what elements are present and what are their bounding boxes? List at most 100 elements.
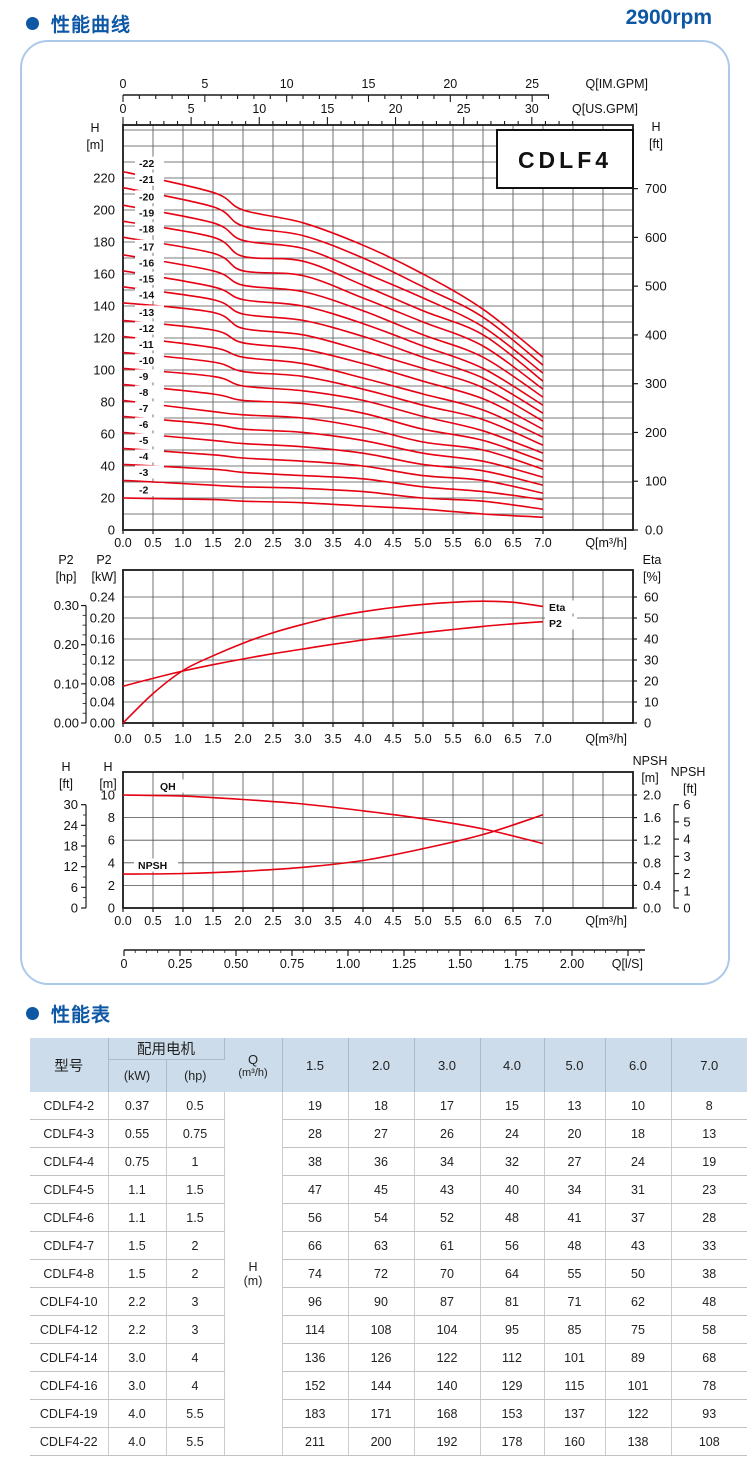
svg-text:20: 20 bbox=[101, 491, 115, 506]
svg-text:6.0: 6.0 bbox=[474, 732, 491, 746]
svg-text:1.25: 1.25 bbox=[392, 957, 416, 971]
svg-text:-3: -3 bbox=[139, 467, 148, 479]
svg-text:4.0: 4.0 bbox=[354, 536, 371, 550]
svg-text:7.0: 7.0 bbox=[534, 732, 551, 746]
curve-eta bbox=[122, 600, 544, 724]
curve--4 bbox=[122, 463, 544, 501]
kw-cell: 3.0 bbox=[108, 1343, 167, 1372]
head-value-cell: 192 bbox=[414, 1427, 481, 1456]
chart-title: CDLF4 bbox=[518, 147, 612, 173]
svg-text:0.4: 0.4 bbox=[643, 878, 661, 893]
curve-section-title: 性能曲线 bbox=[51, 15, 132, 36]
svg-text:1.2: 1.2 bbox=[643, 833, 661, 848]
head-value-cell: 55 bbox=[544, 1259, 606, 1288]
svg-text:1.5: 1.5 bbox=[204, 536, 221, 550]
head-value-cell: 40 bbox=[480, 1175, 545, 1204]
svg-text:0.0: 0.0 bbox=[114, 536, 131, 550]
svg-text:-8: -8 bbox=[139, 387, 148, 399]
col-flow-header: 3.0 bbox=[414, 1038, 481, 1092]
svg-text:0.5: 0.5 bbox=[144, 732, 161, 746]
svg-text:-10: -10 bbox=[139, 355, 154, 367]
hq-main-chart: 0 5 10 15 20 25 Q[IM.GPM]0 5 10 15 20 25 30 Q[US.GPM]… bbox=[86, 77, 666, 550]
svg-text:300: 300 bbox=[645, 376, 667, 391]
svg-text:25: 25 bbox=[457, 102, 471, 116]
svg-text:P2: P2 bbox=[96, 553, 111, 567]
head-value-cell: 19 bbox=[282, 1092, 349, 1120]
table-row: CDLF4-6 1.1 1.5 56 54 52 48 41 37 28 bbox=[30, 1203, 747, 1232]
hp-cell: 0.75 bbox=[166, 1119, 225, 1148]
table-row: CDLF4-4 0.75 1 38 36 34 32 27 24 19 bbox=[30, 1147, 747, 1176]
head-value-cell: 18 bbox=[605, 1119, 672, 1148]
head-value-cell: 33 bbox=[671, 1231, 747, 1260]
hp-cell: 5.5 bbox=[166, 1427, 225, 1456]
svg-text:1: 1 bbox=[683, 883, 690, 898]
svg-text:15: 15 bbox=[320, 102, 334, 116]
svg-text:QH: QH bbox=[160, 781, 176, 793]
head-value-cell: 96 bbox=[282, 1287, 349, 1316]
head-value-cell: 71 bbox=[544, 1287, 606, 1316]
head-value-cell: 28 bbox=[671, 1203, 747, 1232]
svg-text:3.0: 3.0 bbox=[294, 536, 311, 550]
svg-text:P2: P2 bbox=[549, 618, 562, 630]
svg-text:[m]: [m] bbox=[99, 777, 116, 791]
kw-cell: 0.37 bbox=[108, 1092, 167, 1120]
table-row: CDLF4-7 1.5 2 66 63 61 56 48 43 33 bbox=[30, 1231, 747, 1260]
svg-text:P2: P2 bbox=[58, 553, 73, 567]
curve-qh bbox=[122, 794, 544, 845]
svg-text:1.0: 1.0 bbox=[174, 536, 191, 550]
head-value-cell: 144 bbox=[348, 1371, 415, 1400]
hp-cell: 5.5 bbox=[166, 1399, 225, 1428]
head-value-cell: 101 bbox=[544, 1343, 606, 1372]
table-row: CDLF4-3 0.55 0.75 28 27 26 24 20 18 13 bbox=[30, 1119, 747, 1148]
svg-text:4: 4 bbox=[108, 855, 115, 870]
head-value-cell: 81 bbox=[480, 1287, 545, 1316]
svg-text:0: 0 bbox=[120, 102, 127, 116]
table-section-header: 性能表 bbox=[26, 1000, 111, 1027]
head-value-cell: 70 bbox=[414, 1259, 481, 1288]
svg-text:220: 220 bbox=[93, 171, 115, 186]
head-value-cell: 112 bbox=[480, 1343, 545, 1372]
svg-text:24: 24 bbox=[64, 818, 78, 833]
head-value-cell: 31 bbox=[605, 1175, 672, 1204]
svg-text:3.5: 3.5 bbox=[324, 732, 341, 746]
svg-text:3.0: 3.0 bbox=[294, 914, 311, 928]
svg-text:-11: -11 bbox=[139, 339, 154, 351]
svg-text:1.75: 1.75 bbox=[504, 957, 528, 971]
model-cell: CDLF4-6 bbox=[30, 1203, 109, 1232]
curve--20 bbox=[122, 204, 544, 374]
svg-text:6: 6 bbox=[108, 833, 115, 848]
svg-text:0.8: 0.8 bbox=[643, 855, 661, 870]
model-cell: CDLF4-14 bbox=[30, 1343, 109, 1372]
svg-text:-19: -19 bbox=[139, 208, 154, 220]
table-head: 型号 配用电机 Q (m³/h) 1.5 2.0 3.0 4.0 5.0 6.0 7.0 (kW) (h… bbox=[30, 1038, 747, 1092]
head-value-cell: 54 bbox=[348, 1203, 415, 1232]
svg-text:0.0: 0.0 bbox=[645, 523, 663, 538]
hp-cell: 4 bbox=[166, 1371, 225, 1400]
rpm-label: 2900rpm bbox=[625, 6, 712, 29]
svg-text:10: 10 bbox=[644, 695, 658, 710]
chart-panel: 0 5 10 15 20 25 Q[IM.GPM] 0 5 10 15 20 25 30 Q[US.GPM]… bbox=[20, 40, 730, 985]
head-value-cell: 90 bbox=[348, 1287, 415, 1316]
svg-text:180: 180 bbox=[93, 235, 115, 250]
svg-text:60: 60 bbox=[644, 590, 658, 605]
svg-text:18: 18 bbox=[64, 839, 78, 854]
svg-text:0: 0 bbox=[683, 901, 690, 916]
model-cell: CDLF4-2 bbox=[30, 1092, 109, 1120]
svg-text:[%]: [%] bbox=[643, 570, 661, 584]
head-value-cell: 68 bbox=[671, 1343, 747, 1372]
curve-section-header: 性能曲线 bbox=[26, 10, 131, 37]
model-cell: CDLF4-16 bbox=[30, 1371, 109, 1400]
svg-text:0: 0 bbox=[121, 957, 128, 971]
head-value-cell: 89 bbox=[605, 1343, 672, 1372]
col-q-header: Q (m³/h) bbox=[224, 1038, 283, 1092]
head-value-cell: 108 bbox=[348, 1315, 415, 1344]
svg-text:2.00: 2.00 bbox=[560, 957, 584, 971]
curve--15 bbox=[122, 286, 544, 414]
head-value-cell: 34 bbox=[544, 1175, 606, 1204]
head-value-cell: 56 bbox=[480, 1231, 545, 1260]
head-value-cell: 211 bbox=[282, 1427, 349, 1456]
head-value-cell: 19 bbox=[671, 1147, 747, 1176]
curve--18 bbox=[122, 236, 544, 390]
svg-text:0.5: 0.5 bbox=[144, 914, 161, 928]
svg-text:5: 5 bbox=[201, 77, 208, 91]
